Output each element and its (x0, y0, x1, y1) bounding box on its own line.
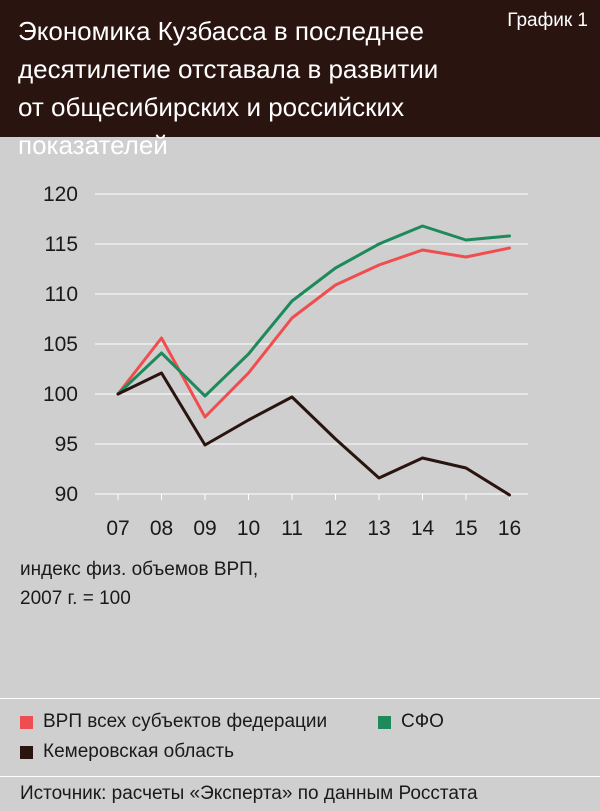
legend-swatch-russia (20, 715, 33, 729)
x-tick-label: 16 (498, 517, 521, 540)
x-tick-label: 07 (106, 517, 129, 540)
legend-item-sfo: СФО (378, 711, 444, 733)
x-tick-label: 12 (324, 517, 347, 540)
line-chart: 90 95 100 105 110 115 120 07 08 09 10 11 12 13 14 15 16 (43, 183, 528, 540)
chart-header: Экономика Кузбасса в последнее десятилет… (0, 0, 600, 160)
legend-label-kemerovo: Кемеровская область (43, 741, 234, 762)
x-tick-label: 08 (150, 517, 173, 540)
series-line-russia (116, 246, 511, 419)
y-tick-label: 105 (43, 333, 78, 356)
legend-label-russia: ВРП всех субъектов федерации (43, 711, 328, 732)
y-tick-label: 90 (55, 483, 78, 506)
y-tick-label: 110 (45, 283, 78, 306)
legend-swatch-kemerovo (20, 745, 33, 759)
series-line-kemerovo (116, 371, 511, 497)
x-tick-label: 10 (237, 517, 260, 540)
chart-number-label: График 1 (507, 10, 588, 31)
y-tick-label: 120 (43, 183, 78, 206)
legend-item-kemerovo: Кемеровская область (20, 741, 234, 763)
legend-item-russia: ВРП всех субъектов федерации (20, 711, 327, 733)
chart-legend: ВРП всех субъектов федерации СФО Кемеров… (0, 698, 600, 777)
source-note: Источник: расчеты «Эксперта» по данным Р… (0, 776, 600, 811)
y-tick-label: 95 (55, 433, 78, 456)
legend-label-sfo: СФО (401, 711, 444, 732)
chart-title: Экономика Кузбасса в последнее десятилет… (18, 16, 439, 160)
x-tick-label: 09 (193, 517, 216, 540)
x-tick-label: 13 (367, 517, 390, 540)
x-tick-label: 14 (411, 517, 435, 540)
y-tick-label: 115 (45, 233, 78, 256)
y-axis-description: индекс физ. объемов ВРП, 2007 г. = 100 (20, 559, 259, 609)
series-line-sfo (116, 224, 511, 398)
x-tick-label: 11 (281, 517, 303, 540)
legend-swatch-sfo (378, 715, 391, 729)
x-tick-label: 15 (454, 517, 477, 540)
y-tick-label: 100 (43, 383, 78, 406)
source-text: Источник: расчеты «Эксперта» по данным Р… (20, 783, 478, 804)
